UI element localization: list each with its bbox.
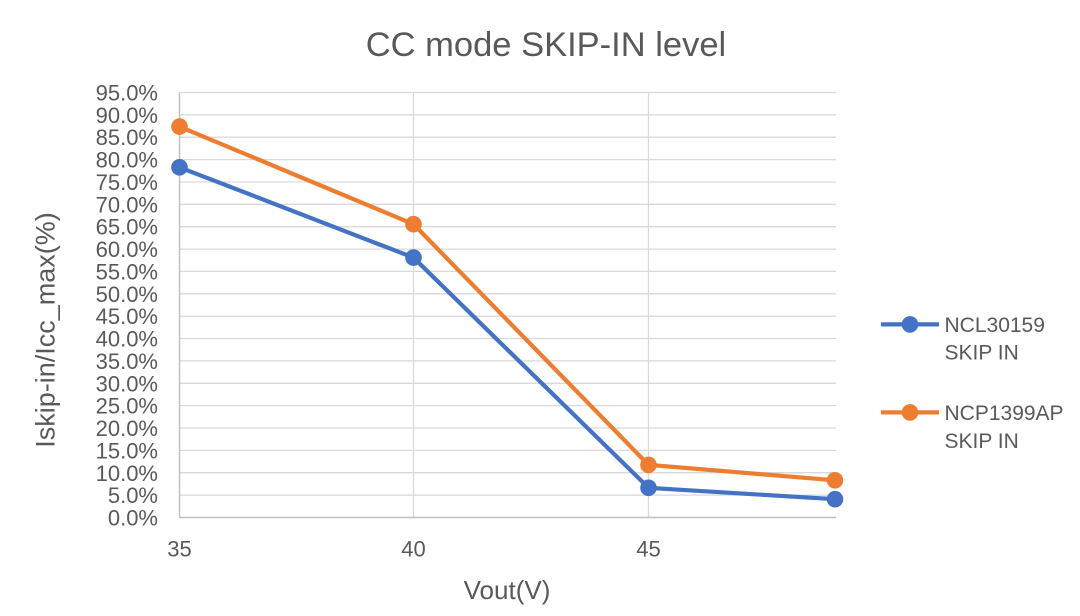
svg-text:Iskip-in/Icc_max(%): Iskip-in/Icc_max(%) (31, 212, 61, 448)
svg-text:30.0%: 30.0% (96, 371, 158, 396)
svg-text:70.0%: 70.0% (96, 192, 158, 217)
svg-text:55.0%: 55.0% (96, 259, 158, 284)
svg-text:85.0%: 85.0% (96, 125, 158, 150)
svg-text:45.0%: 45.0% (96, 304, 158, 329)
svg-text:25.0%: 25.0% (96, 394, 158, 419)
svg-text:95.0%: 95.0% (96, 81, 158, 106)
svg-text:15.0%: 15.0% (96, 438, 158, 463)
svg-text:SKIP IN: SKIP IN (945, 341, 1019, 364)
svg-text:45: 45 (636, 537, 660, 562)
svg-text:75.0%: 75.0% (96, 170, 158, 195)
svg-text:NCP1399AP: NCP1399AP (945, 402, 1064, 425)
svg-text:50.0%: 50.0% (96, 282, 158, 307)
svg-text:10.0%: 10.0% (96, 461, 158, 486)
svg-text:SKIP IN: SKIP IN (945, 430, 1019, 453)
svg-text:40: 40 (401, 537, 425, 562)
svg-text:60.0%: 60.0% (96, 237, 158, 262)
svg-text:20.0%: 20.0% (96, 416, 158, 441)
svg-text:0.0%: 0.0% (108, 506, 158, 531)
svg-text:NCL30159: NCL30159 (945, 314, 1045, 337)
svg-text:35: 35 (167, 537, 191, 562)
svg-text:Vout(V): Vout(V) (464, 575, 551, 605)
svg-text:35.0%: 35.0% (96, 349, 158, 374)
svg-text:65.0%: 65.0% (96, 215, 158, 240)
svg-text:80.0%: 80.0% (96, 148, 158, 173)
svg-text:90.0%: 90.0% (96, 103, 158, 128)
svg-text:40.0%: 40.0% (96, 327, 158, 352)
svg-text:5.0%: 5.0% (108, 483, 158, 508)
svg-text:CC mode SKIP-IN level: CC mode SKIP-IN level (366, 26, 726, 64)
